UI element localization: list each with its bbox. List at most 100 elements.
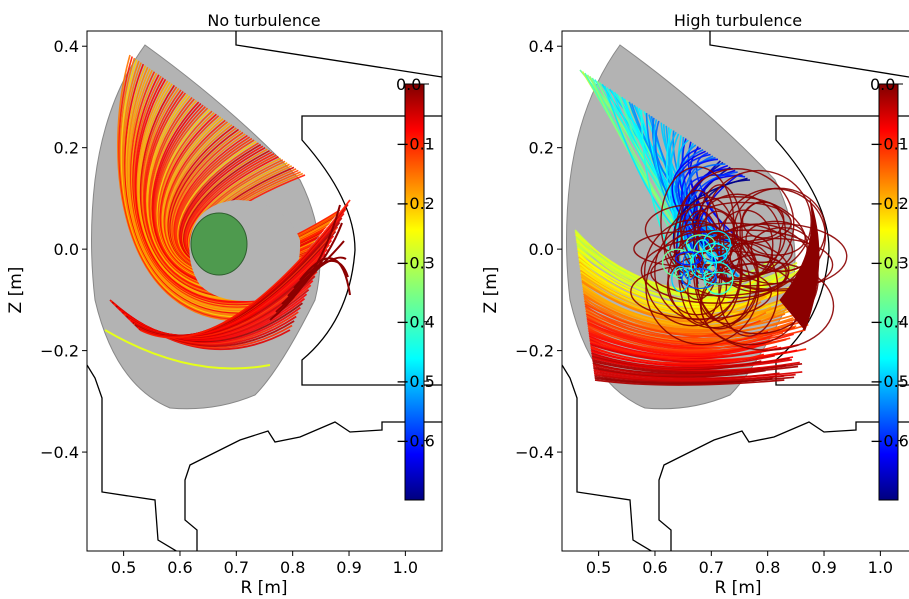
orbit-line bbox=[591, 357, 800, 372]
x-tick-label: 0.9 bbox=[336, 558, 361, 577]
orbit-loop bbox=[705, 169, 812, 274]
orbit-line bbox=[104, 329, 271, 370]
orbit-trajectories bbox=[574, 69, 848, 386]
y-axis-label: Z [m] bbox=[481, 267, 501, 314]
colorbar-tick-label: −0.6 bbox=[396, 432, 435, 451]
orbit-loop bbox=[690, 250, 718, 280]
orbit-line bbox=[594, 377, 773, 385]
orbit-line bbox=[592, 365, 763, 378]
panel-high-turbulence: High turbulence 0.5 0.6 0.7 0.8 0.9 1.0 0.4 0.… bbox=[481, 11, 909, 598]
orbit-line bbox=[577, 254, 768, 306]
orbit-loop bbox=[692, 210, 743, 322]
colorbar-tick-label: −0.6 bbox=[870, 432, 909, 451]
orbit-line bbox=[591, 353, 793, 370]
orbit-line bbox=[588, 333, 766, 357]
orbit-line bbox=[576, 242, 790, 299]
y-tick-label: 0.2 bbox=[54, 139, 79, 158]
y-axis-ticks: 0.4 0.2 0.0 −0.2 −0.4 bbox=[515, 37, 562, 462]
orbit-line bbox=[583, 295, 767, 332]
orbit-line bbox=[581, 281, 762, 324]
colorbar-tick-label: 0.0 bbox=[870, 75, 895, 94]
panel-no-turbulence: No turbulence 0.5 0.6 0.7 0.8 0.9 1.0 0.40.20… bbox=[6, 11, 443, 598]
orbit-loop bbox=[674, 251, 703, 266]
colorbar-tick-label: −0.1 bbox=[396, 134, 435, 153]
orbit-line bbox=[139, 199, 351, 339]
orbit-line bbox=[586, 318, 769, 347]
x-tick-label: 0.7 bbox=[224, 558, 249, 577]
colorbar-ticks: 0.0 −0.1 −0.2 −0.3 −0.4 −0.5 −0.6 bbox=[870, 75, 909, 451]
orbit-line bbox=[582, 288, 772, 328]
orbit-line bbox=[293, 260, 349, 289]
orbit-line bbox=[586, 316, 806, 346]
orbit-line bbox=[580, 271, 803, 317]
colorbar-tick-label: −0.2 bbox=[870, 194, 909, 213]
orbit-loop bbox=[645, 231, 760, 346]
x-tick-label: 0.8 bbox=[755, 558, 780, 577]
y-axis-ticks: 0.4 0.2 0.0 −0.2 −0.4 bbox=[40, 37, 87, 462]
orbit-bundle bbox=[779, 199, 820, 331]
colorbar-tick-label: −0.1 bbox=[870, 134, 909, 153]
orbit-loop bbox=[693, 193, 782, 283]
y-tick-label: −0.4 bbox=[40, 443, 79, 462]
orbit-trajectories-outer bbox=[104, 199, 351, 370]
x-axis-label: R [m] bbox=[714, 578, 761, 598]
x-tick-label: 0.8 bbox=[280, 558, 305, 577]
plot-frame bbox=[561, 30, 909, 552]
orbit-loop bbox=[687, 245, 752, 330]
x-tick-label: 0.9 bbox=[811, 558, 836, 577]
panel-title: High turbulence bbox=[674, 11, 802, 30]
colorbar-tick-label: −0.3 bbox=[396, 253, 435, 272]
x-tick-label: 1.0 bbox=[393, 558, 418, 577]
wall-contour bbox=[562, 31, 909, 551]
colorbar bbox=[404, 83, 425, 501]
orbit-loop bbox=[681, 268, 718, 290]
y-tick-label: −0.2 bbox=[40, 342, 79, 361]
orbit-line bbox=[589, 337, 778, 359]
wall-contour bbox=[87, 31, 442, 551]
orbit-line bbox=[681, 158, 719, 254]
x-tick-label: 0.6 bbox=[167, 558, 192, 577]
x-axis-ticks: 0.5 0.6 0.7 0.8 0.9 1.0 bbox=[111, 551, 418, 577]
x-tick-label: 1.0 bbox=[868, 558, 893, 577]
orbit-loop bbox=[661, 248, 693, 277]
y-tick-label: 0.0 bbox=[529, 240, 554, 259]
orbit-line bbox=[592, 364, 761, 377]
orbit-line bbox=[594, 379, 785, 386]
orbit-line bbox=[587, 323, 774, 351]
colorbar-tick-label: −0.4 bbox=[396, 313, 435, 332]
colorbar-tick-label: −0.4 bbox=[870, 313, 909, 332]
orbit-line bbox=[591, 352, 790, 369]
y-tick-label: 0.0 bbox=[54, 240, 79, 259]
y-tick-label: −0.4 bbox=[515, 443, 554, 462]
x-axis-ticks: 0.5 0.6 0.7 0.8 0.9 1.0 bbox=[586, 551, 893, 577]
orbit-loop bbox=[745, 220, 806, 256]
y-tick-label: 0.4 bbox=[529, 37, 554, 56]
orbit-line bbox=[587, 325, 764, 352]
orbit-line bbox=[299, 257, 351, 296]
colorbar-ticks: 0.0 −0.1 −0.2 −0.3 −0.4 −0.5 −0.6 bbox=[396, 75, 435, 451]
orbit-line bbox=[665, 128, 693, 271]
x-tick-label: 0.7 bbox=[699, 558, 724, 577]
y-tick-label: 0.4 bbox=[54, 37, 79, 56]
colorbar-tick-label: −0.3 bbox=[870, 253, 909, 272]
orbit-line bbox=[590, 347, 765, 366]
x-tick-label: 0.6 bbox=[642, 558, 667, 577]
plot-frame bbox=[86, 30, 443, 552]
orbit-line bbox=[593, 370, 780, 381]
x-tick-label: 0.5 bbox=[586, 558, 611, 577]
colorbar-tick-label: −0.2 bbox=[396, 194, 435, 213]
plasma-core bbox=[190, 212, 248, 276]
colorbar-tick-label: −0.5 bbox=[396, 372, 435, 391]
colorbar bbox=[878, 83, 899, 501]
orbit-line bbox=[582, 289, 791, 329]
colorbar-tick-label: −0.5 bbox=[870, 372, 909, 391]
y-tick-label: −0.2 bbox=[515, 342, 554, 361]
x-tick-label: 0.5 bbox=[111, 558, 136, 577]
orbit-line bbox=[269, 204, 341, 321]
orbit-line bbox=[594, 374, 785, 383]
x-axis-label: R [m] bbox=[240, 578, 287, 598]
orbit-loop bbox=[702, 230, 732, 258]
orbit-line bbox=[287, 256, 347, 297]
colorbar-tick-label: 0.0 bbox=[396, 75, 421, 94]
